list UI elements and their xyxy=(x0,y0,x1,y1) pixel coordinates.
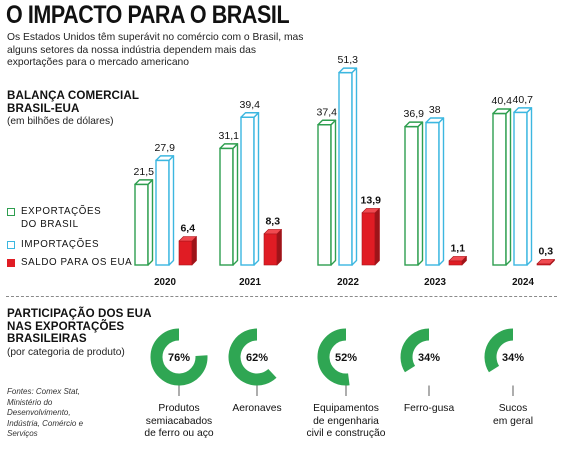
page-title: O IMPACTO PARA O BRASIL xyxy=(6,1,290,29)
donut-3: 34% xyxy=(400,328,440,396)
donut-value-1: 62% xyxy=(246,352,268,364)
bar-top-balance-2023 xyxy=(448,256,467,262)
donut-0: 76% xyxy=(150,328,208,396)
donut-value-2: 52% xyxy=(335,352,357,364)
sources-note: Fontes: Comex Stat, Ministério do Desenv… xyxy=(7,387,84,438)
year-label-2022: 2022 xyxy=(337,277,359,288)
legend-swatch-imports xyxy=(7,241,15,249)
donut-arc-1 xyxy=(228,328,277,386)
bar-top-balance-2022 xyxy=(361,208,380,214)
legend-label-balance: SALDO PARA OS EUA xyxy=(21,257,133,268)
donut-category-label-3: Ferro-gusa xyxy=(403,403,455,414)
bar-top-balance-2021 xyxy=(263,229,282,235)
bar-top-imports-2023 xyxy=(425,117,445,124)
value-label-imports-2021: 39,4 xyxy=(240,99,261,111)
donut-category-label-2: Equipamentos de engenharia civil e const… xyxy=(306,403,386,439)
value-label-imports-2024: 40,7 xyxy=(513,94,534,106)
donut-arc-3 xyxy=(400,328,430,373)
bar-imports-2023 xyxy=(425,117,445,266)
donut-arc-0 xyxy=(150,328,208,386)
donut-arc-4 xyxy=(484,328,514,373)
bar-top-imports-2020 xyxy=(155,155,175,162)
share-chart-title: PARTICIPAÇÃO DOS EUA NAS EXPORTAÇÕES BRA… xyxy=(7,307,152,345)
section-divider xyxy=(6,296,557,297)
bar-imports-2022 xyxy=(338,67,358,266)
legend-item-imports: IMPORTAÇÕES xyxy=(7,239,99,252)
donut-1: 62% xyxy=(228,328,277,396)
legend-label-imports: IMPORTAÇÕES xyxy=(21,239,100,250)
donut-arc-2 xyxy=(317,328,350,386)
legend-swatch-exports xyxy=(7,208,15,216)
value-label-imports-2020: 27,9 xyxy=(155,142,176,154)
bar-top-exports-2023 xyxy=(404,121,424,128)
trade-balance-unit-note: (em bilhões de dólares) xyxy=(7,116,114,127)
donut-category-label-4: Sucos em geral xyxy=(492,403,534,427)
year-label-2024: 2024 xyxy=(512,277,534,288)
bar-top-exports-2021 xyxy=(219,143,239,150)
bar-exports-2021 xyxy=(219,143,239,266)
value-label-balance-2022: 13,9 xyxy=(361,194,382,206)
bar-imports-2020 xyxy=(155,155,175,266)
bar-exports-2023 xyxy=(404,121,424,266)
value-label-exports-2021: 31,1 xyxy=(219,130,240,142)
value-label-exports-2024: 40,4 xyxy=(492,95,513,107)
bar-top-imports-2024 xyxy=(513,107,533,114)
bar-exports-2020 xyxy=(134,179,154,266)
year-label-2020: 2020 xyxy=(154,277,176,288)
bar-top-exports-2020 xyxy=(134,179,154,186)
donut-value-0: 76% xyxy=(168,352,190,364)
bar-imports-2024 xyxy=(513,107,533,266)
legend-label-exports: EXPORTAÇÕES DO BRASIL xyxy=(21,206,102,230)
bar-top-balance-2020 xyxy=(178,236,197,242)
bar-balance-2020 xyxy=(178,236,197,266)
bar-exports-2022 xyxy=(317,119,337,266)
legend-item-balance: SALDO PARA OS EUA xyxy=(7,257,132,270)
trade-balance-title: BALANÇA COMERCIAL BRASIL-EUA xyxy=(7,89,139,115)
bar-balance-2024 xyxy=(536,259,555,266)
value-label-exports-2023: 36,9 xyxy=(404,108,425,120)
value-label-imports-2023: 38 xyxy=(429,104,441,116)
value-label-balance-2020: 6,4 xyxy=(180,223,195,235)
donut-category-label-1: Aeronaves xyxy=(232,403,282,414)
bar-top-imports-2021 xyxy=(240,112,260,118)
donut-value-3: 34% xyxy=(418,352,440,364)
legend-item-exports: EXPORTAÇÕES DO BRASIL xyxy=(7,206,117,231)
value-label-imports-2022: 51,3 xyxy=(338,54,359,66)
bar-top-exports-2024 xyxy=(492,108,512,115)
donut-value-4: 34% xyxy=(502,352,524,364)
bar-top-balance-2024 xyxy=(536,259,555,265)
bar-top-imports-2022 xyxy=(338,67,358,74)
value-label-balance-2023: 1,1 xyxy=(450,242,465,254)
value-label-balance-2021: 8,3 xyxy=(265,215,280,227)
bar-balance-2022 xyxy=(361,208,380,266)
value-label-exports-2020: 21,5 xyxy=(134,166,155,178)
bar-imports-2021 xyxy=(240,112,260,266)
bar-exports-2024 xyxy=(492,108,512,266)
donut-2: 52% xyxy=(317,328,357,396)
bar-balance-2023 xyxy=(448,256,467,266)
trade-balance-chart: 21,527,9 6,4 2020 31,1 39,4 8,3 2021 37,4 51,3 13… xyxy=(134,54,555,288)
value-label-balance-2024: 0,3 xyxy=(538,245,553,257)
value-label-exports-2022: 37,4 xyxy=(317,106,338,118)
share-chart-unit-note: (por categoria de produto) xyxy=(7,347,125,358)
page-subtitle: Os Estados Unidos têm superávit no comér… xyxy=(7,32,304,68)
bar-top-exports-2022 xyxy=(317,119,337,126)
donut-4: 34% xyxy=(484,328,524,396)
year-label-2023: 2023 xyxy=(424,277,446,288)
donut-category-label-0: Produtos semiacabados de ferro ou aço xyxy=(144,403,214,439)
bar-balance-2021 xyxy=(263,229,282,266)
legend-swatch-balance xyxy=(7,259,15,267)
year-label-2021: 2021 xyxy=(239,277,261,288)
